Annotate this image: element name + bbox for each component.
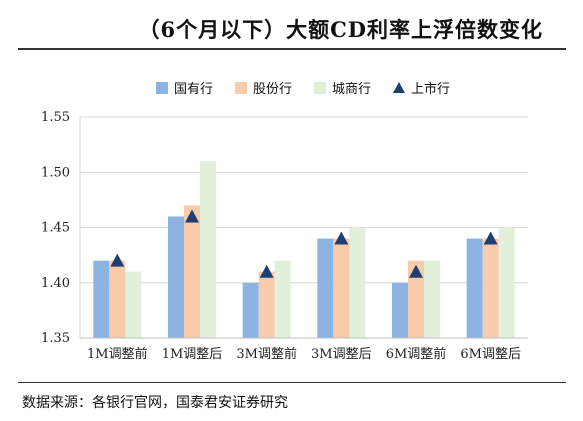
legend-item-gufen: 股份行	[235, 78, 292, 97]
source-note: 数据来源：各银行官网，国泰君安证券研究	[22, 395, 288, 411]
bar	[408, 260, 424, 338]
legend-swatch-guoyou	[156, 81, 168, 94]
y-tick-label: 1.45	[41, 221, 70, 236]
chart-title: （6个月以下）大额CD利率上浮倍数变化	[138, 17, 543, 42]
bar	[93, 260, 110, 338]
legend-label-shangshi: 上市行	[411, 82, 451, 97]
legend-item-shangshi: 上市行	[393, 78, 450, 97]
bar	[200, 161, 216, 338]
bar	[482, 238, 499, 338]
footer-divider	[18, 382, 566, 383]
x-tick-label: 1M调整后	[162, 347, 223, 362]
listed-bank-marker	[483, 231, 498, 245]
x-tick-label: 3M调整后	[311, 347, 372, 362]
x-tick-label: 1M调整前	[87, 346, 148, 362]
y-tick-label: 1.40	[41, 276, 70, 291]
triangle-icon	[393, 82, 406, 93]
y-tick-label: 1.35	[41, 331, 70, 346]
bar	[498, 227, 515, 338]
listed-bank-marker	[110, 253, 125, 267]
y-tick-label: 1.55	[41, 110, 70, 125]
bar	[317, 238, 334, 338]
legend-swatch-chengshang	[314, 81, 327, 94]
legend-item-guoyou: 国有行	[156, 78, 213, 97]
listed-bank-marker	[259, 264, 274, 278]
title-divider	[18, 48, 566, 50]
legend: 国有行 股份行 城商行 上市行	[156, 78, 450, 97]
legend-label-chengshang: 城商行	[332, 82, 372, 97]
bar	[424, 260, 440, 338]
bar	[109, 260, 126, 338]
listed-bank-marker	[334, 231, 349, 245]
bar	[333, 238, 350, 338]
bar	[466, 238, 483, 338]
bar	[184, 205, 200, 338]
bar	[274, 260, 291, 338]
bar	[392, 282, 408, 338]
legend-label-guoyou: 国有行	[174, 82, 214, 97]
bar	[349, 227, 366, 338]
x-tick-label: 6M调整后	[460, 347, 521, 362]
bar	[125, 271, 142, 338]
bar	[168, 216, 184, 338]
x-tick-label: 6M调整前	[386, 346, 447, 362]
x-tick-label: 3M调整前	[236, 346, 297, 362]
legend-item-chengshang: 城商行	[314, 78, 371, 97]
legend-label-gufen: 股份行	[253, 82, 293, 97]
bar	[242, 282, 259, 338]
bar	[258, 271, 275, 338]
legend-swatch-gufen	[235, 81, 248, 94]
y-tick-label: 1.50	[41, 165, 70, 180]
listed-bank-marker	[409, 264, 423, 278]
listed-bank-marker	[185, 209, 199, 223]
